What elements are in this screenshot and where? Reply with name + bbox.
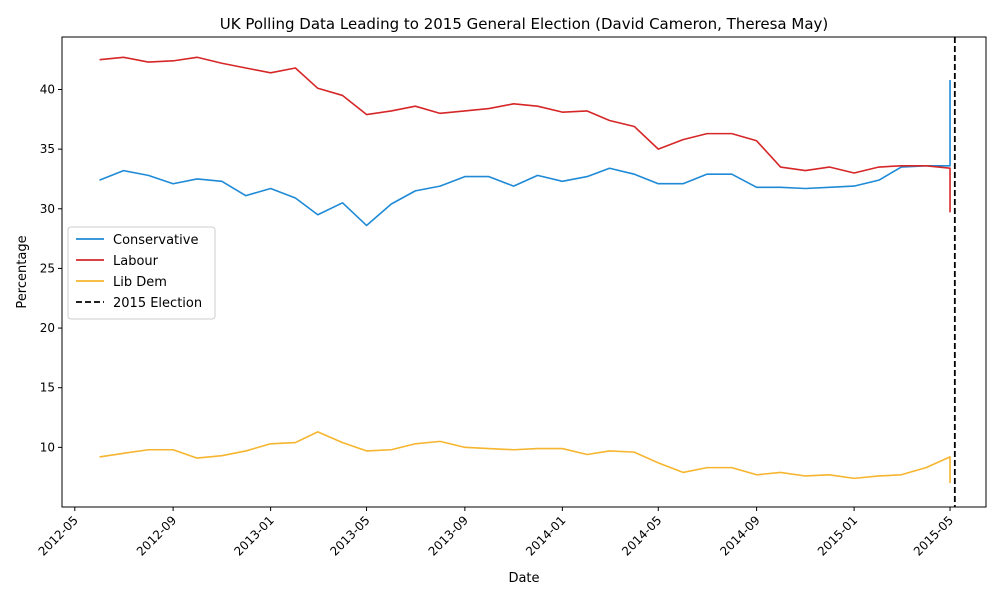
legend-box [67,226,216,320]
x-tick-label: 2013-09 [426,513,471,558]
y-tick-label: 40 [40,82,55,96]
y-axis: 10 15 20 25 30 35 40 [40,82,62,454]
y-axis-label: Percentage [15,235,30,308]
x-axis: 2012-05 2012-09 2013-01 2013-05 2013-09 2014-… [36,507,956,559]
y-tick-label: 15 [40,381,55,395]
y-tick-label: 30 [40,202,55,216]
series-line-conservative [99,79,951,227]
x-tick-label: 2015-01 [815,513,860,558]
chart-title: UK Polling Data Leading to 2015 General … [220,15,829,33]
legend-label: Lib Dem [113,275,167,290]
x-tick-label: 2014-09 [717,513,762,558]
legend-label: Conservative [113,233,198,248]
series-line-labour [99,56,951,213]
legend-label: 2015 Election [113,296,202,311]
series-line-lib-dem [99,431,951,484]
x-tick-label: 2012-09 [134,513,179,558]
y-tick-label: 10 [40,440,55,454]
x-tick-label: 2014-01 [523,513,568,558]
plot-area [99,37,956,507]
legend-label: Labour [113,254,159,269]
legend: Conservative Labour Lib Dem 2015 Election [67,226,216,320]
x-tick-label: 2013-05 [327,513,372,558]
x-tick-label: 2014-05 [619,513,664,558]
x-tick-label: 2013-01 [231,513,276,558]
plot-frame [61,36,987,508]
y-tick-label: 20 [40,321,55,335]
y-tick-label: 35 [40,142,55,156]
x-tick-label: 2015-05 [911,513,956,558]
y-tick-label: 25 [40,261,55,275]
x-axis-label: Date [508,571,539,586]
x-tick-label: 2012-05 [36,513,81,558]
